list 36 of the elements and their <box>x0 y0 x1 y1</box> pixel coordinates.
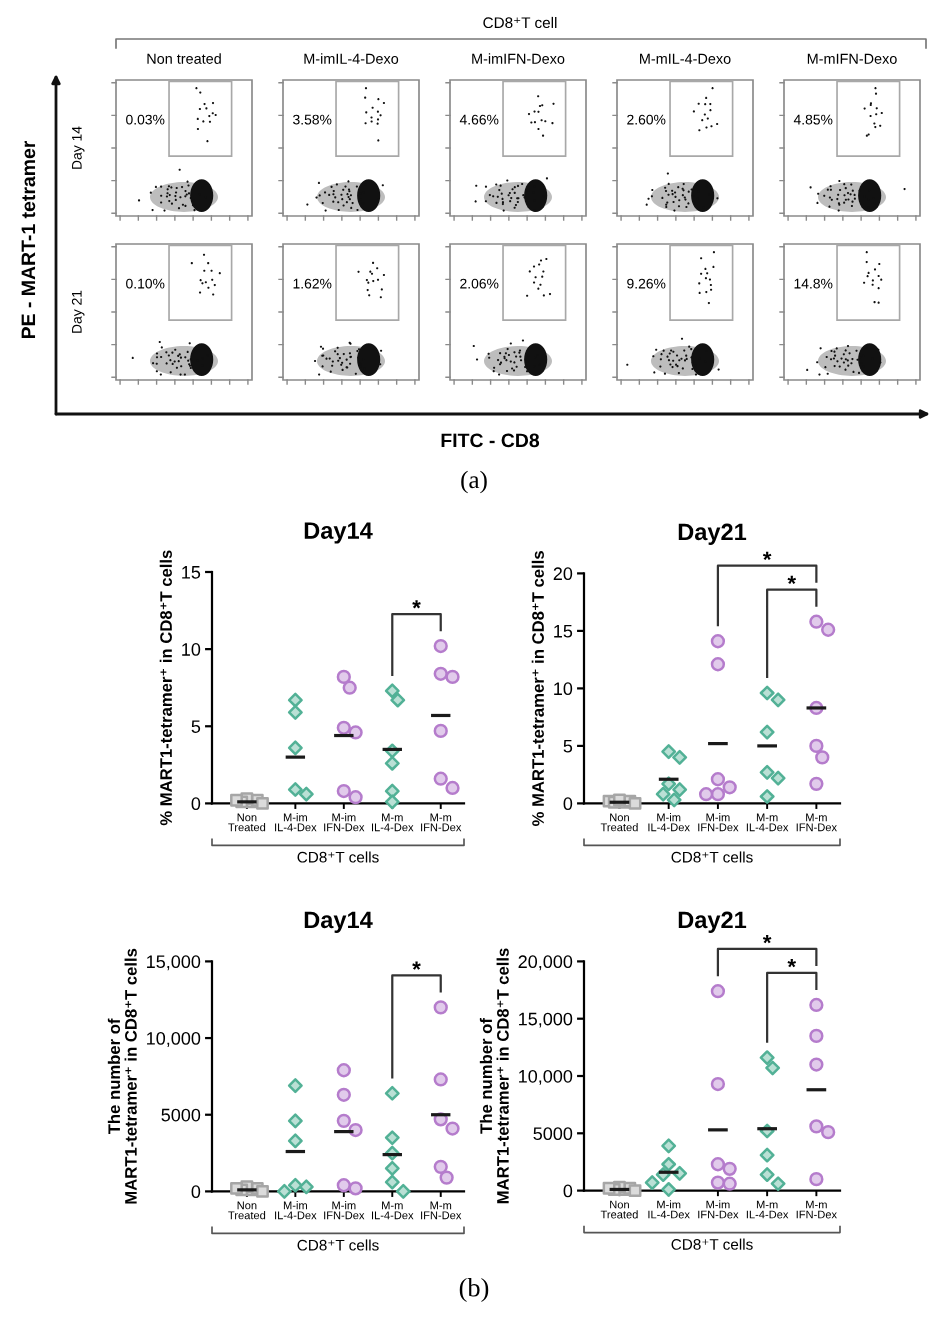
y-tick-label: 15,000 <box>519 1012 573 1028</box>
annotation: * <box>412 600 421 609</box>
y-tick-label: 20,000 <box>518 955 573 971</box>
y-tick-label: 5 <box>563 740 573 753</box>
text: FITC - CD8 <box>441 433 540 448</box>
chart-title: Day14 <box>304 911 373 933</box>
y-tick-label: 10 <box>182 643 201 656</box>
y-tick-label: 5000 <box>161 1108 201 1122</box>
y-tick-label: 0 <box>191 1185 201 1199</box>
text: * <box>762 551 772 561</box>
y-tick-label: 20 <box>553 567 573 581</box>
text: (b) <box>459 1278 489 1302</box>
y-tick-label: 15 <box>182 566 201 579</box>
y-tick-label: 0 <box>563 797 573 811</box>
y-axis-title: % MART1-tetramer⁺ in CD8⁺T cells <box>531 551 544 826</box>
chart-title: Day21 <box>678 911 747 933</box>
y-axis-title: The number of MART1-tetramer⁺ in CD8⁺T cells <box>107 948 137 1204</box>
y-tick-label: 15 <box>554 625 573 638</box>
y-axis-title: The number of MART1-tetramer⁺ in CD8⁺T cells <box>479 948 509 1204</box>
y-tick-label: 10 <box>554 682 573 696</box>
y-tick-label: 5 <box>191 720 201 733</box>
text: * <box>762 935 772 944</box>
y-tick-label: 0 <box>191 797 201 811</box>
y-axis-title: % MART1-tetramer⁺ in CD8⁺T cells <box>159 550 172 826</box>
text: PE - MART-1 tetramer <box>21 140 36 339</box>
y-tick-label: 15,000 <box>147 955 201 971</box>
y-tick-label: 0 <box>563 1184 573 1198</box>
text: (a) <box>461 470 487 494</box>
annotation: * <box>787 959 797 968</box>
chart-title: Day21 <box>678 523 747 545</box>
y-tick-label: 10,000 <box>147 1032 201 1047</box>
y-tick-label: 5000 <box>533 1127 573 1141</box>
chart-title: Day14 <box>304 522 373 544</box>
annotation: * <box>412 961 421 970</box>
y-tick-label: 10,000 <box>519 1069 573 1085</box>
annotation: * <box>787 575 797 585</box>
